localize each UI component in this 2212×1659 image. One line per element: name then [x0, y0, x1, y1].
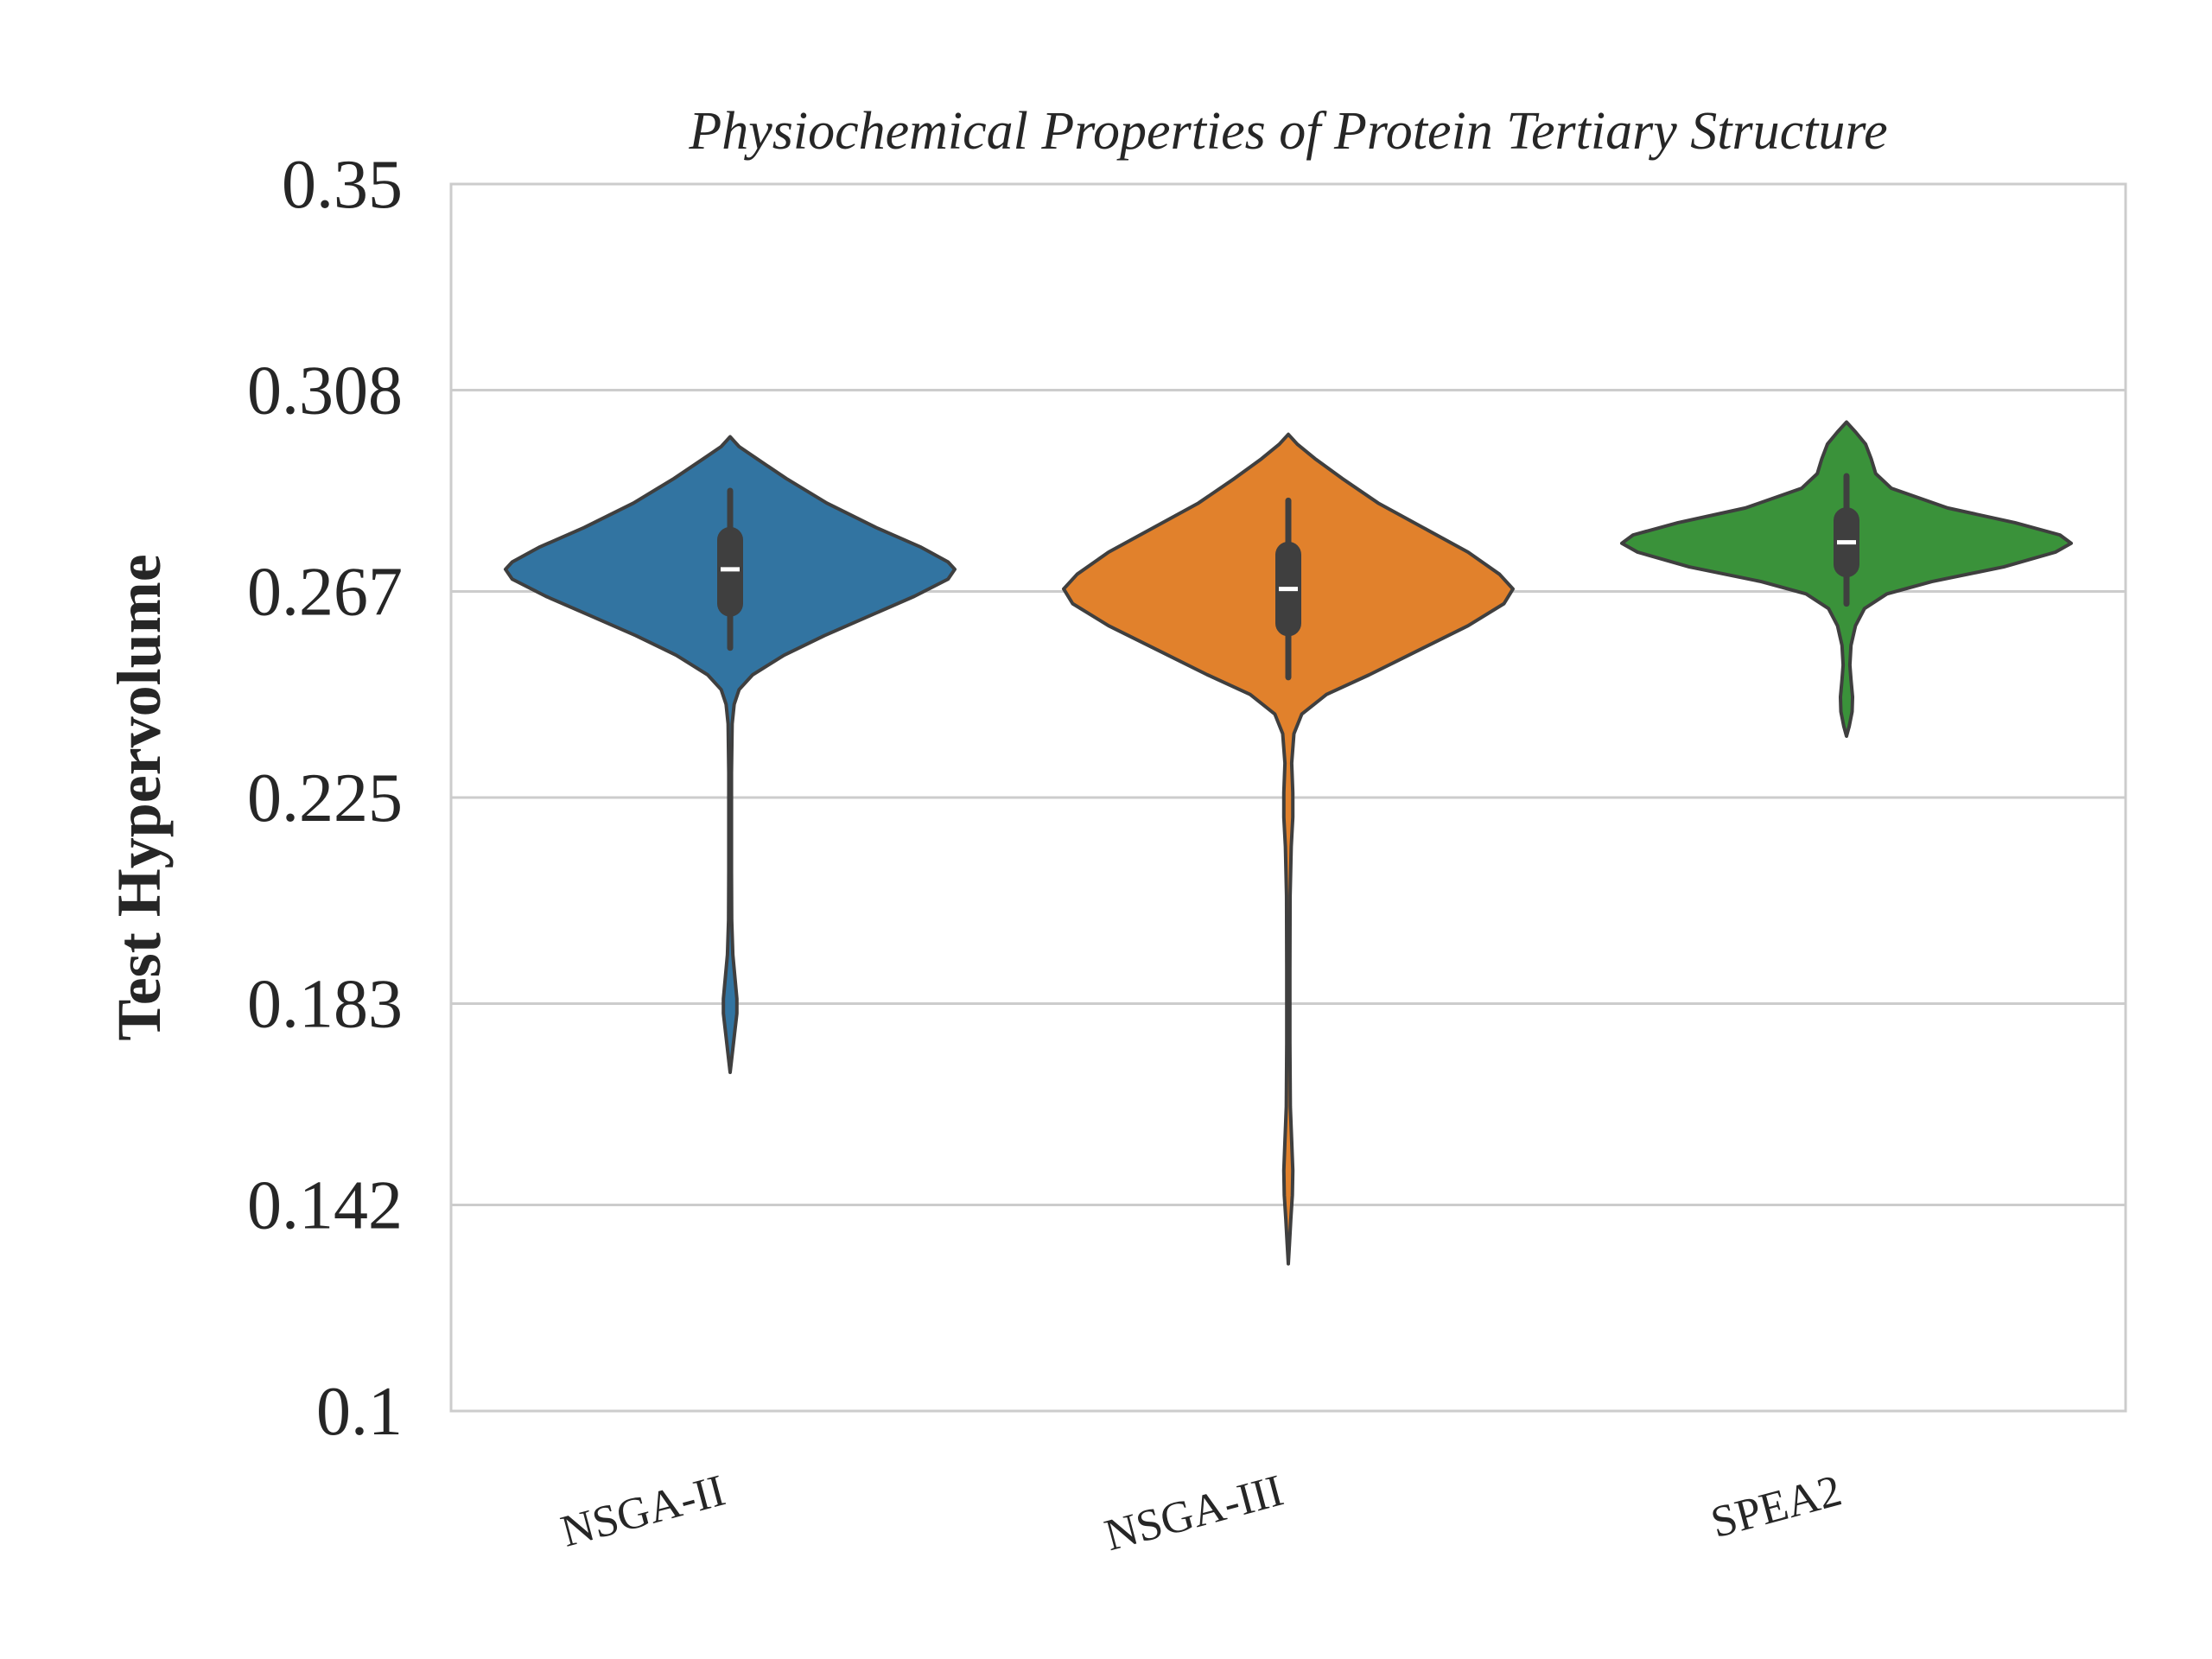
y-tick-label: 0.142	[247, 1167, 403, 1243]
y-tick-label: 0.308	[247, 353, 403, 429]
x-tick-label: SPEA2	[1706, 1466, 1847, 1548]
violin-body	[1062, 432, 1515, 1266]
y-tick-label: 0.35	[282, 147, 403, 223]
violin-nsga-ii	[504, 435, 957, 1075]
y-tick-label: 0.225	[247, 760, 403, 836]
violin-spea2	[1620, 420, 2073, 738]
x-tick-label: NSGA-II	[556, 1466, 730, 1557]
chart-title: Physiochemical Properties of Protein Ter…	[688, 102, 1887, 161]
violin-nsga-iii	[1062, 432, 1515, 1266]
y-tick-label: 0.267	[247, 554, 403, 630]
violin-body	[504, 435, 957, 1075]
y-tick-label: 0.183	[247, 967, 403, 1043]
x-tick-label: NSGA-III	[1100, 1466, 1288, 1561]
plot-frame	[449, 182, 2127, 1413]
x-tick-labels: NSGA-II NSGA-III SPEA2	[556, 1466, 1847, 1561]
y-axis-label: Test Hypervolume	[105, 554, 174, 1040]
violins	[504, 420, 2073, 1266]
y-tick-labels: 0.35 0.308 0.267 0.225 0.183 0.142 0.1	[247, 147, 403, 1450]
y-tick-label: 0.1	[316, 1374, 403, 1450]
